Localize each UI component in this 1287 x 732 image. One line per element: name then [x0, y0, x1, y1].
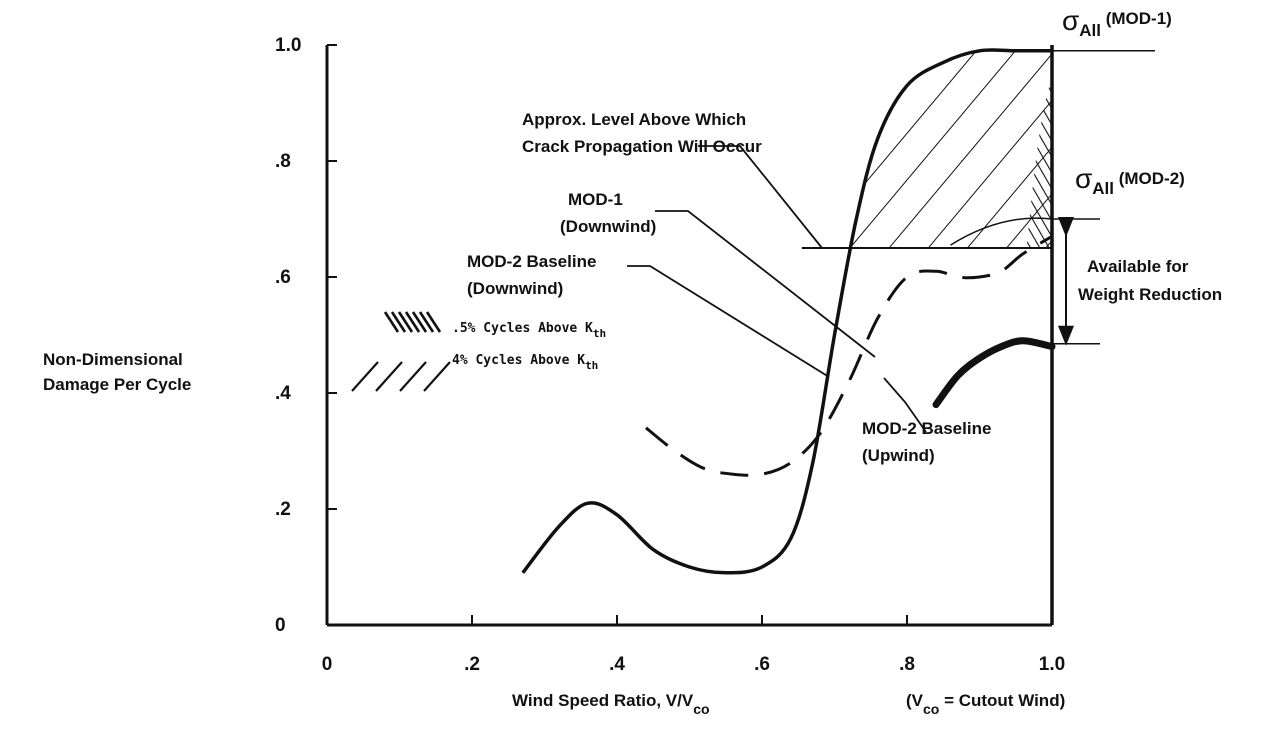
mod2-upwind-leader [883, 377, 927, 433]
mod1-downwind-curve [521, 48, 1052, 575]
legend-sparse-swatch-stroke [351, 361, 379, 392]
legend [351, 311, 451, 392]
mod2-downwind-label-line-2: (Downwind) [467, 279, 563, 298]
legend-sparse-swatch-stroke [375, 361, 403, 392]
crack-leader [698, 145, 823, 249]
annotations [627, 50, 1155, 433]
sigma-mod2-arc [950, 217, 1053, 246]
mod2-upwind-label-line-1: MOD-2 Baseline [862, 419, 991, 438]
x-axis-note: (Vco = Cutout Wind) [906, 691, 1065, 717]
y-tick-label: .2 [275, 499, 291, 520]
x-axis-label: Wind Speed Ratio, V/Vco [512, 691, 710, 717]
mod2-downwind-curve [645, 235, 1053, 477]
y-tick-label: .8 [275, 151, 291, 172]
y-tick-label: .4 [275, 383, 291, 404]
legend-dense-swatch-stroke [425, 311, 442, 333]
mod1-label-line-1: MOD-1 [568, 190, 623, 209]
weight-reduction-label-line-2: Weight Reduction [1078, 285, 1222, 304]
legend-sparse-label: 4% Cycles Above Kth [452, 353, 598, 372]
data-series [521, 48, 1056, 575]
crack-level-label-line-2: Crack Propagation Will Occur [522, 137, 762, 156]
sigma-mod2-label: σAll (MOD-2) [1075, 163, 1185, 198]
legend-dense-label: .5% Cycles Above Kth [452, 321, 606, 340]
legend-dense-swatch-stroke [383, 311, 400, 333]
mod2-upwind-curve [932, 337, 1056, 409]
y-tick-label: .6 [275, 267, 291, 288]
x-tick-label: .2 [464, 654, 480, 675]
x-tick-label: .6 [754, 654, 770, 675]
axes [325, 45, 1054, 627]
tick-labels: 0 .2 .4 .6 .8 1.0 0 .2 .4 .6 .8 1.0 [275, 35, 1065, 675]
mod1-label-line-2: (Downwind) [560, 217, 656, 236]
y-axis-label-line-1: Non-Dimensional [43, 350, 183, 369]
legend-sparse-swatch-stroke [399, 361, 427, 392]
x-tick-label: .4 [609, 654, 625, 675]
y-axis-label-line-2: Damage Per Cycle [43, 375, 191, 394]
x-tick-label: 1.0 [1039, 654, 1065, 675]
y-tick-label: 0 [275, 615, 286, 636]
mod2-downwind-leader [627, 265, 830, 378]
x-tick-label: .8 [899, 654, 915, 675]
y-tick-label: 1.0 [275, 35, 301, 56]
mod2-downwind-label-line-1: MOD-2 Baseline [467, 252, 596, 271]
crack-level-label-line-1: Approx. Level Above Which [522, 110, 746, 129]
mod2-upwind-label-line-2: (Upwind) [862, 446, 935, 465]
legend-sparse-swatch-stroke [423, 361, 451, 392]
legend-dense-swatch-stroke [411, 311, 428, 333]
legend-dense-swatch-stroke [404, 311, 421, 333]
legend-dense-swatch-stroke [418, 311, 435, 333]
sigma-mod1-label: σAll (MOD-1) [1062, 5, 1172, 40]
mod1-leader [655, 210, 876, 358]
weight-reduction-label-line-1: Available for [1087, 257, 1189, 276]
legend-dense-swatch-stroke [390, 311, 407, 333]
x-tick-label: 0 [322, 654, 333, 675]
legend-dense-swatch-stroke [397, 311, 414, 333]
